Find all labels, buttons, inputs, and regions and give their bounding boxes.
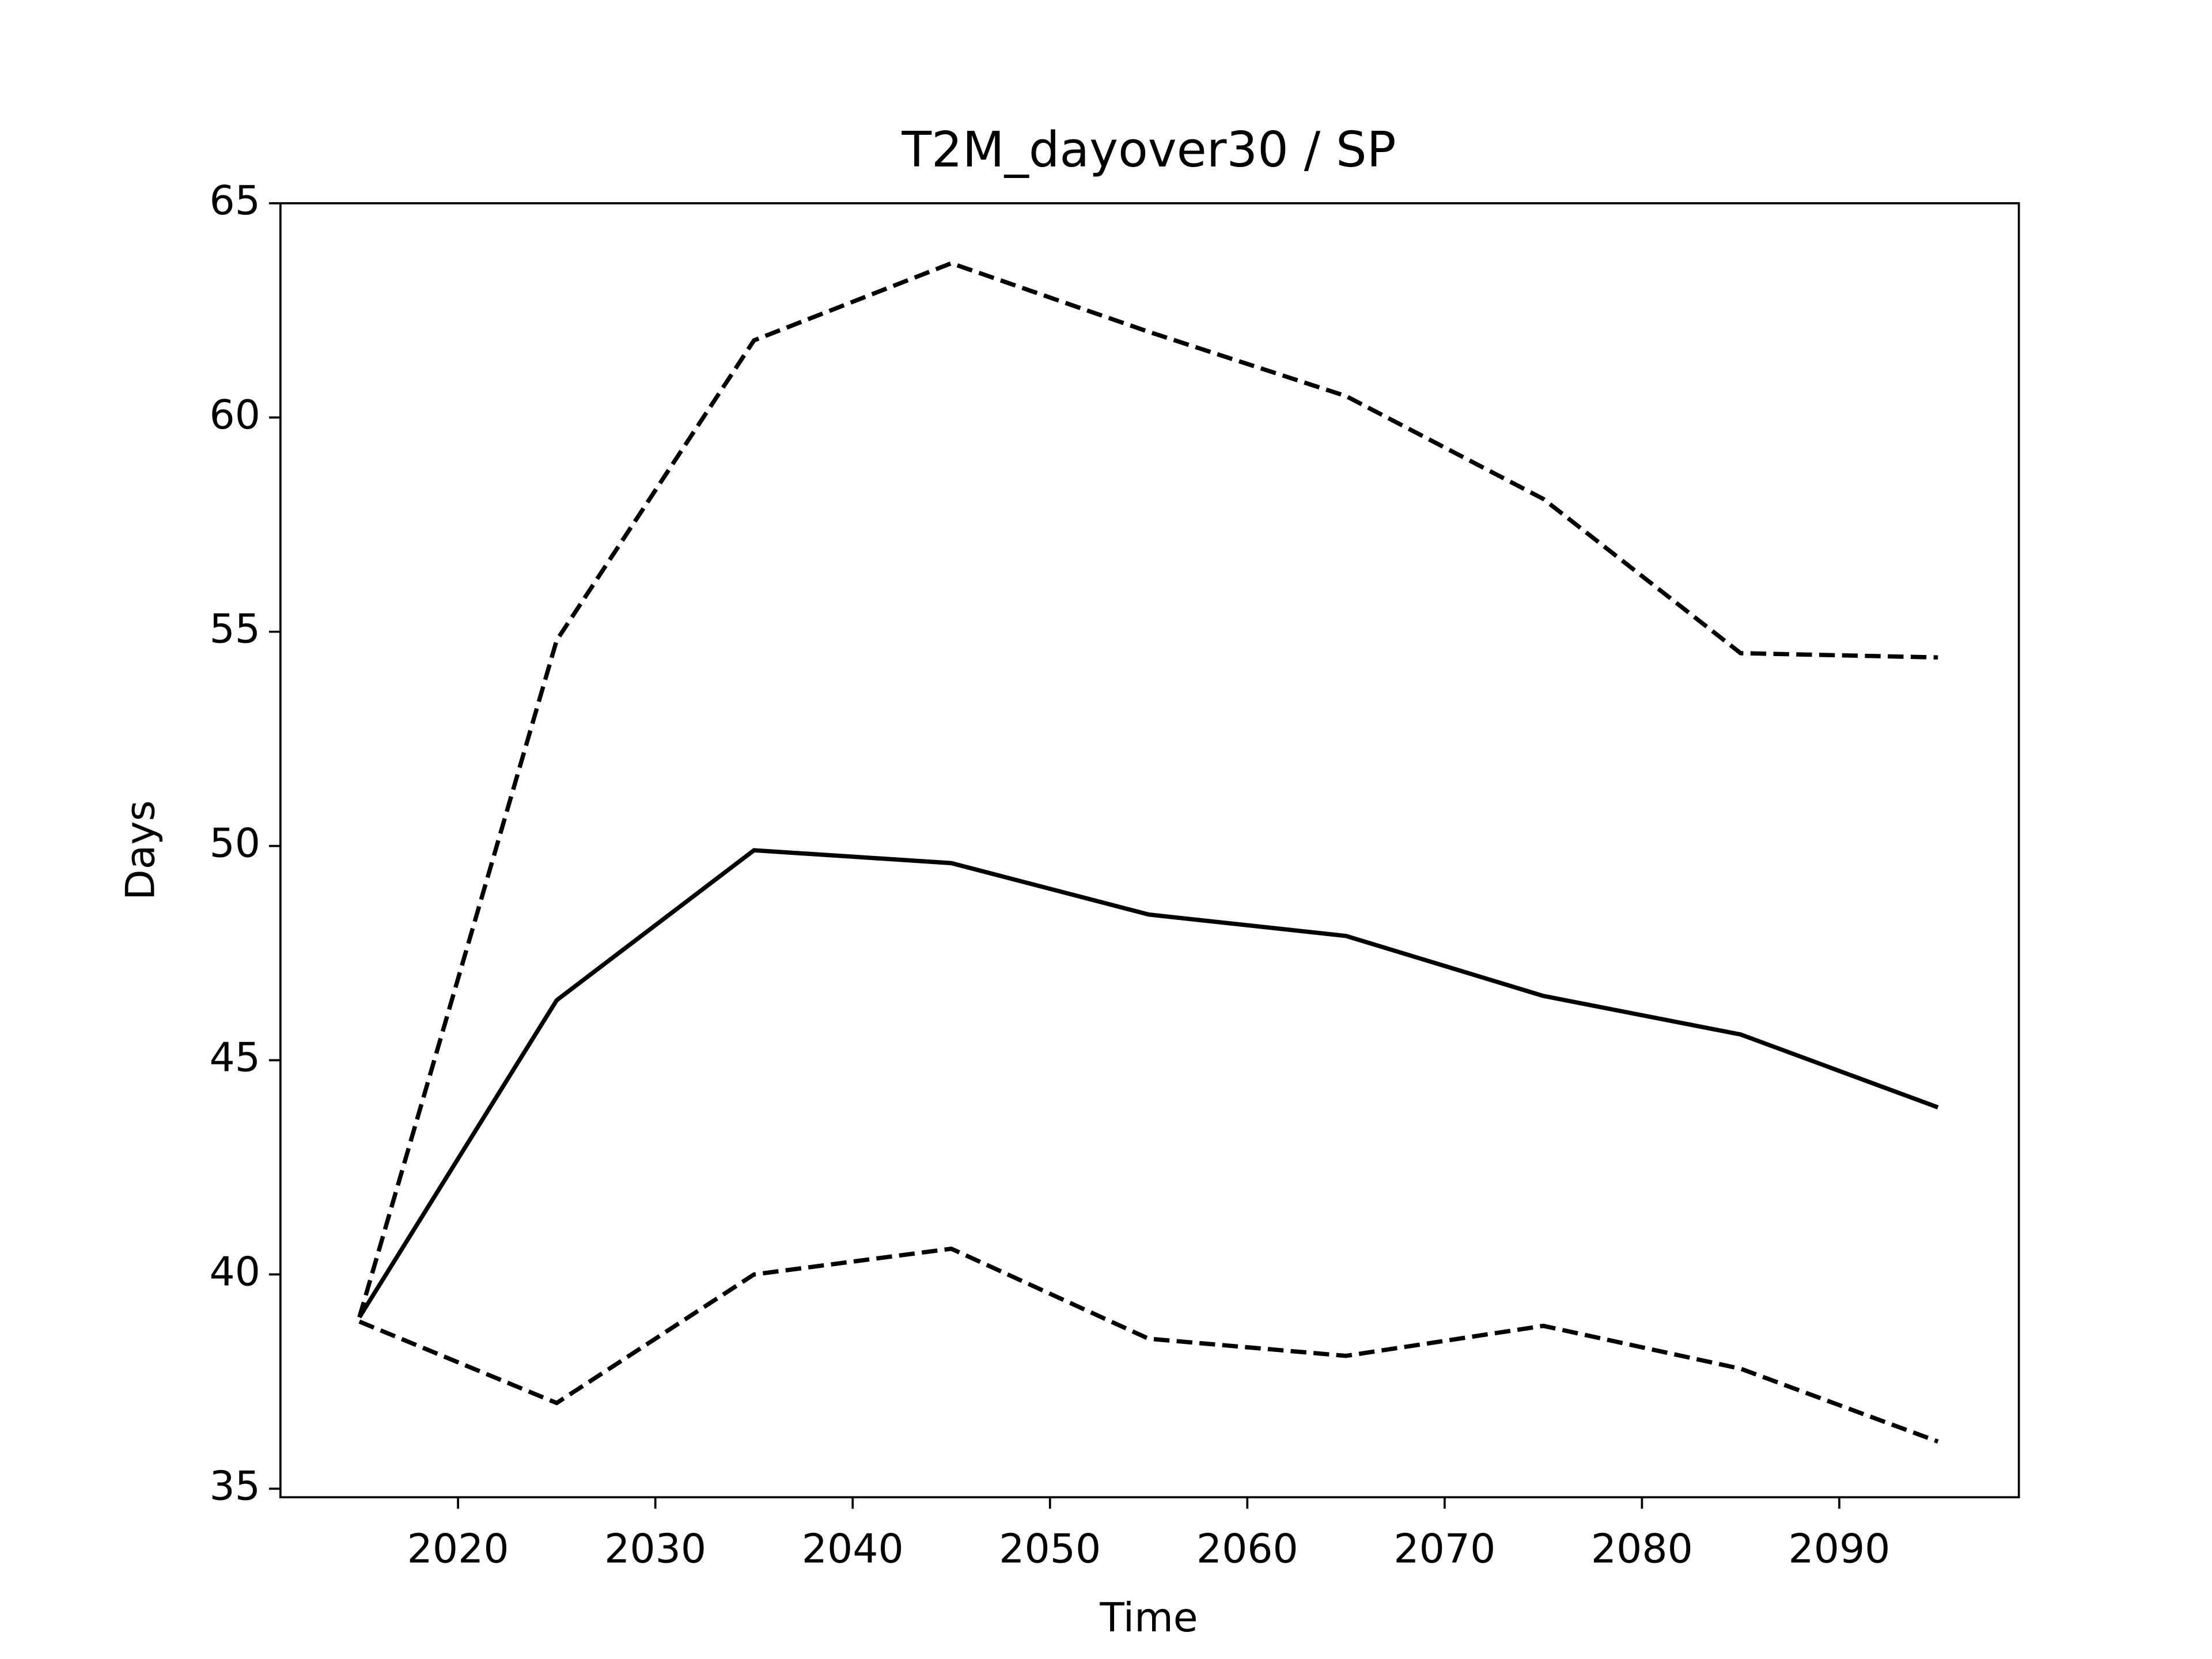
y-tick-label: 45	[210, 1035, 260, 1081]
series-line	[358, 1246, 1939, 1444]
series-line	[357, 261, 1938, 1318]
y-tick-label: 65	[210, 177, 260, 224]
x-tick-label: 2060	[1196, 1526, 1298, 1573]
y-tick-label: 35	[210, 1463, 260, 1509]
x-tick-label: 2070	[1393, 1526, 1495, 1573]
x-tick-label: 2050	[999, 1526, 1101, 1573]
plot-frame	[279, 202, 2020, 1499]
y-tick-label: 55	[210, 606, 260, 653]
x-axis-label: Time	[1099, 1594, 1198, 1641]
x-tick-label: 2030	[604, 1526, 706, 1573]
y-tick-label: 40	[210, 1248, 260, 1295]
y-axis-label: Days	[117, 800, 164, 900]
series-line	[357, 848, 1939, 1319]
x-tick-label: 2080	[1591, 1526, 1693, 1573]
y-tick-label: 60	[210, 392, 260, 438]
x-tick-label: 2020	[407, 1526, 509, 1573]
x-tick-label: 2090	[1788, 1526, 1890, 1573]
chart-title: T2M_dayover30 / SP	[901, 122, 1396, 178]
y-tick-label: 50	[210, 820, 260, 867]
x-tick-label: 2040	[802, 1526, 904, 1573]
